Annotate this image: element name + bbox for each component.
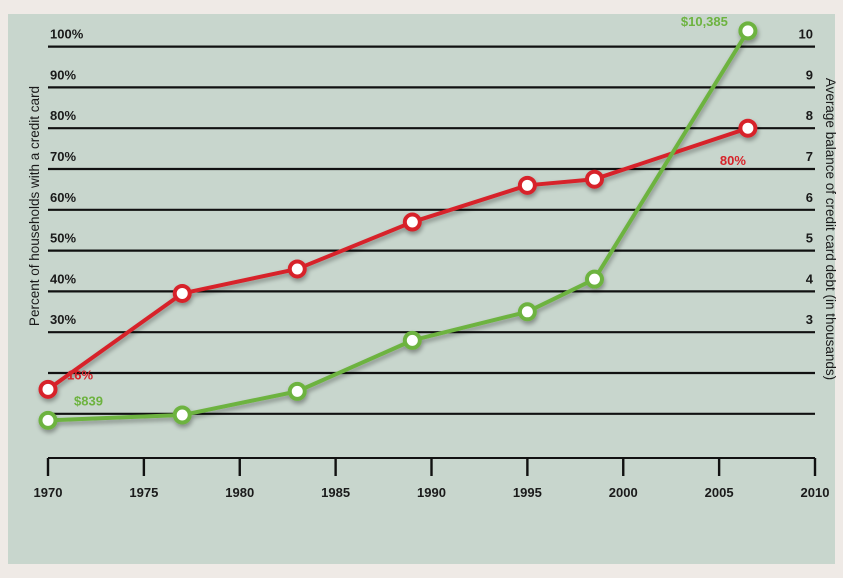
series: [38, 21, 758, 430]
left-tick-label: 50%: [50, 231, 76, 246]
data-point: [402, 212, 422, 232]
data-labels: 16% 80% $839 $10,385: [67, 14, 746, 408]
axes: 30% 40% 50% 60% 70% 80% 90% 100% 3 4 5 6 7 8 9 10 1970 19…: [34, 27, 830, 500]
x-tick-label: 1975: [129, 485, 158, 500]
data-point: [517, 302, 537, 322]
data-point: [517, 175, 537, 195]
left-tick-label: 90%: [50, 67, 76, 82]
data-label: 80%: [720, 153, 746, 168]
left-tick-label: 60%: [50, 190, 76, 205]
right-tick-label: 6: [806, 190, 813, 205]
data-point: [584, 269, 604, 289]
data-point: [287, 381, 307, 401]
data-point: [584, 169, 604, 189]
right-tick-label: 4: [806, 271, 814, 286]
right-tick-label: 5: [806, 231, 813, 246]
grid-lines: [48, 45, 815, 415]
data-point: [172, 405, 192, 425]
left-axis-title: Percent of households with a credit card: [27, 86, 42, 326]
right-axis-title: Average balance of credit card debt (in …: [823, 78, 838, 380]
data-label: $10,385: [681, 14, 728, 29]
left-tick-label: 80%: [50, 108, 76, 123]
series-line: [47, 29, 750, 423]
x-tick-label: 1980: [225, 485, 254, 500]
x-tick-label: 1990: [417, 485, 446, 500]
chart-panel: [8, 14, 835, 564]
data-point: [287, 259, 307, 279]
data-label: $839: [74, 393, 103, 408]
data-label: 16%: [67, 367, 93, 382]
series-line: [46, 126, 749, 391]
left-tick-label: 40%: [50, 271, 76, 286]
data-point: [172, 283, 192, 303]
data-point: [738, 21, 758, 41]
right-tick-label: 8: [806, 108, 813, 123]
data-point: [38, 379, 58, 399]
right-tick-label: 3: [806, 312, 813, 327]
x-tick-label: 2000: [609, 485, 638, 500]
right-tick-label: 10: [799, 27, 813, 42]
right-tick-label: 7: [806, 149, 813, 164]
x-tick-label: 1985: [321, 485, 350, 500]
data-point: [402, 330, 422, 350]
data-point: [38, 410, 58, 430]
x-tick-label: 1970: [34, 485, 63, 500]
right-tick-label: 9: [806, 67, 813, 82]
x-tick-label: 2010: [801, 485, 830, 500]
left-tick-label: 100%: [50, 27, 84, 42]
left-tick-label: 70%: [50, 149, 76, 164]
x-tick-label: 1995: [513, 485, 542, 500]
data-point: [738, 118, 758, 138]
left-tick-label: 30%: [50, 312, 76, 327]
x-tick-label: 2005: [705, 485, 734, 500]
